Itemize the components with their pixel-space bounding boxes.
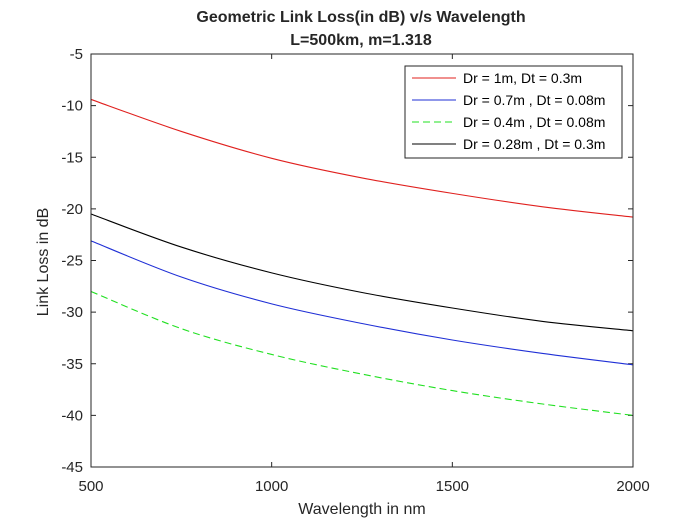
y-tick-label: -10 bbox=[61, 98, 83, 115]
chart-title: Geometric Link Loss(in dB) v/s Wavelengt… bbox=[196, 9, 525, 26]
x-tick-label: 500 bbox=[78, 478, 103, 495]
y-tick-label: -5 bbox=[70, 46, 83, 63]
axes-box bbox=[90, 53, 634, 468]
series-line-3 bbox=[90, 290, 634, 416]
x-axis-label: Wavelength in nm bbox=[298, 501, 425, 518]
y-tick-label: -20 bbox=[61, 201, 83, 218]
legend-entry-3: Dr = 0.4m , Dt = 0.08m bbox=[463, 114, 605, 130]
x-tick-label: 1000 bbox=[255, 478, 288, 495]
legend-entry-2: Dr = 0.7m , Dt = 0.08m bbox=[463, 92, 605, 108]
y-tick-label: -35 bbox=[61, 356, 83, 373]
x-tick-label: 2000 bbox=[616, 478, 649, 495]
y-tick-label: -25 bbox=[61, 253, 83, 270]
y-axis-label: Link Loss in dB bbox=[35, 208, 52, 317]
series-line-1 bbox=[90, 98, 634, 218]
chart-subtitle: L=500km, m=1.318 bbox=[290, 32, 432, 49]
y-tick-label: -45 bbox=[61, 459, 83, 476]
y-tick-label: -15 bbox=[61, 149, 83, 166]
y-tick-label: -30 bbox=[61, 304, 83, 321]
y-tick-label: -40 bbox=[61, 407, 83, 424]
series-line-2 bbox=[90, 240, 634, 366]
x-tick-label: 1500 bbox=[436, 478, 469, 495]
legend-box bbox=[404, 65, 623, 159]
legend-entry-1: Dr = 1m, Dt = 0.3m bbox=[463, 70, 582, 86]
series-line-4 bbox=[90, 213, 634, 332]
plot-area: 500 1000 1500 2000 -5 -10 -15 -20 -25 -30 -35 -40 -4… bbox=[61, 46, 649, 495]
legend-entry-4: Dr = 0.28m , Dt = 0.3m bbox=[463, 136, 605, 152]
